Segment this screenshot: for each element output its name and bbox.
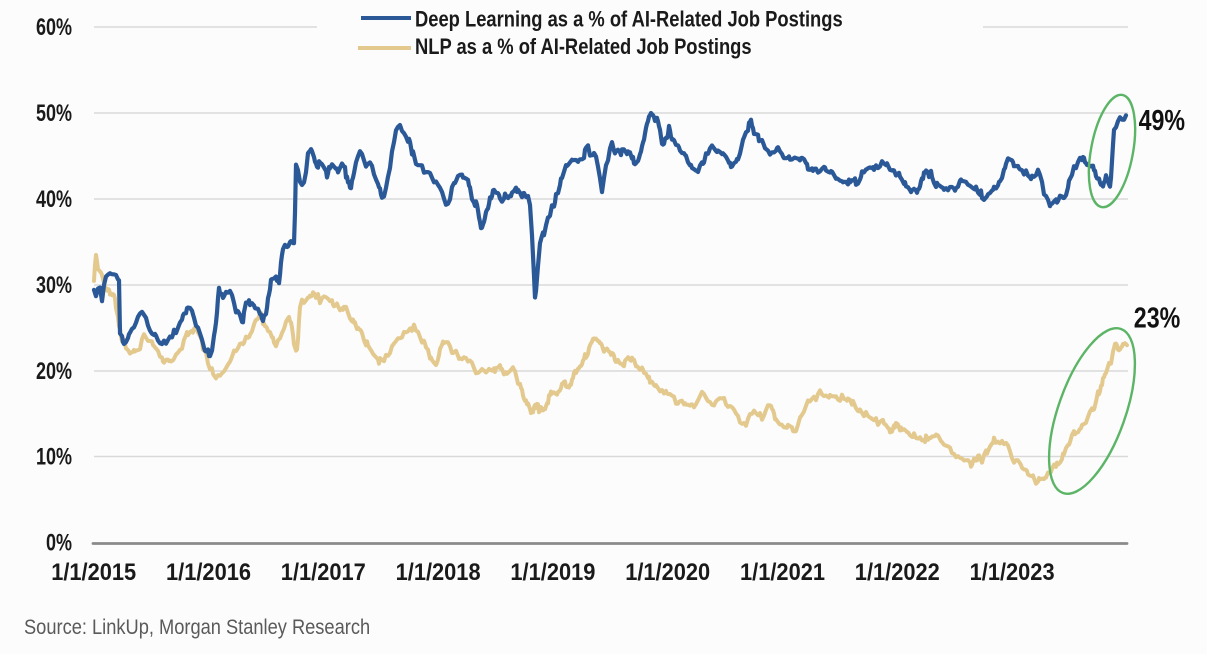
svg-text:1/1/2018: 1/1/2018 — [396, 558, 481, 585]
svg-text:1/1/2023: 1/1/2023 — [970, 558, 1055, 585]
svg-text:1/1/2020: 1/1/2020 — [625, 558, 710, 585]
svg-text:Source: LinkUp, Morgan Stanley: Source: LinkUp, Morgan Stanley Research — [24, 616, 370, 639]
svg-text:1/1/2015: 1/1/2015 — [51, 558, 136, 585]
svg-text:1/1/2017: 1/1/2017 — [281, 558, 366, 585]
svg-text:40%: 40% — [36, 187, 72, 213]
svg-text:0%: 0% — [46, 530, 72, 556]
svg-text:20%: 20% — [36, 359, 72, 385]
svg-text:30%: 30% — [36, 273, 72, 299]
svg-text:1/1/2016: 1/1/2016 — [166, 558, 251, 585]
svg-text:23%: 23% — [1134, 301, 1180, 334]
svg-text:NLP as a % of AI-Related Job P: NLP as a % of AI-Related Job Postings — [415, 35, 752, 59]
svg-text:50%: 50% — [36, 101, 72, 127]
svg-text:60%: 60% — [36, 15, 72, 41]
svg-text:49%: 49% — [1139, 103, 1185, 136]
svg-text:10%: 10% — [36, 444, 72, 470]
svg-text:Deep Learning as a % of AI-Rel: Deep Learning as a % of AI-Related Job P… — [415, 8, 843, 32]
svg-text:1/1/2021: 1/1/2021 — [740, 558, 825, 585]
svg-text:1/1/2022: 1/1/2022 — [855, 558, 940, 585]
svg-text:1/1/2019: 1/1/2019 — [510, 558, 595, 585]
